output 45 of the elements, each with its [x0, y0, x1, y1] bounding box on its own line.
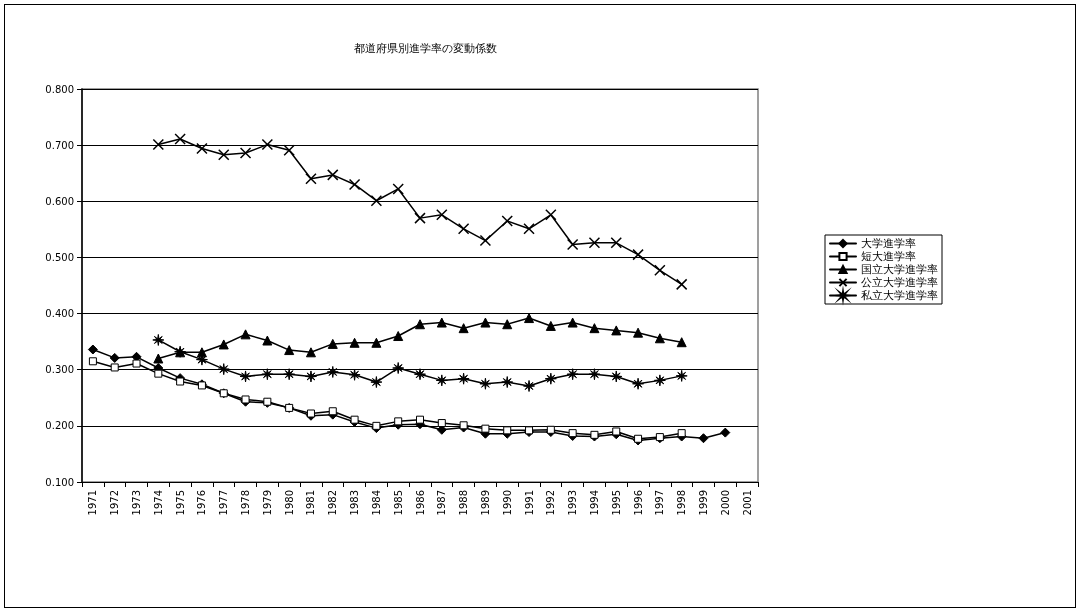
x-tick-label: 1999	[697, 490, 709, 516]
x-tick-label: 1996	[632, 490, 644, 516]
x-tick-label: 1991	[523, 490, 535, 516]
x-tick-label: 2000	[719, 490, 731, 516]
x-tick-label: 1998	[676, 490, 688, 516]
x-tick-label: 1994	[588, 490, 600, 516]
legend-label: 公立大学進学率	[861, 276, 938, 289]
x-tick-label: 1993	[567, 490, 579, 516]
x-tick-label: 1971	[87, 490, 99, 516]
x-tick-label: 1974	[152, 490, 164, 516]
y-tick-label: 0.800	[45, 83, 74, 95]
x-tick-label: 1982	[327, 490, 339, 516]
x-tick-label: 1986	[414, 490, 426, 516]
y-tick-label: 0.700	[45, 139, 74, 151]
x-tick-label: 1975	[174, 490, 186, 516]
x-tick-label: 1977	[218, 490, 230, 516]
y-tick-label: 0.100	[45, 476, 74, 488]
x-tick-label: 1981	[305, 490, 317, 516]
y-tick-label: 0.400	[45, 308, 74, 320]
x-tick-label: 1979	[261, 490, 273, 516]
legend-label: 私立大学進学率	[861, 289, 938, 302]
x-tick-label: 1980	[283, 490, 295, 516]
x-tick-label: 1983	[349, 490, 361, 516]
x-tick-label: 1989	[479, 490, 491, 516]
x-tick-label: 1992	[545, 490, 557, 516]
y-tick-label: 0.500	[45, 251, 74, 263]
x-tick-label: 2001	[741, 490, 753, 516]
x-tick-label: 1995	[610, 490, 622, 516]
x-tick-label: 1987	[436, 490, 448, 516]
legend-label: 国立大学進学率	[861, 263, 938, 276]
x-tick-label: 1990	[501, 490, 513, 516]
chart-title: 都道府県別進学率の変動係数	[353, 42, 497, 55]
y-tick-label: 0.300	[45, 364, 74, 376]
x-tick-label: 1988	[458, 490, 470, 516]
x-tick-label: 1984	[370, 490, 382, 516]
legend-label: 短大進学率	[861, 250, 916, 263]
legend-label: 大学進学率	[861, 237, 916, 250]
x-tick-label: 1978	[240, 490, 252, 516]
x-tick-label: 1976	[196, 490, 208, 516]
x-tick-label: 1997	[654, 490, 666, 516]
x-tick-label: 1973	[131, 490, 143, 516]
x-tick-label: 1972	[109, 490, 121, 516]
y-tick-label: 0.200	[45, 420, 74, 432]
x-tick-label: 1985	[392, 490, 404, 516]
y-tick-label: 0.600	[45, 195, 74, 207]
